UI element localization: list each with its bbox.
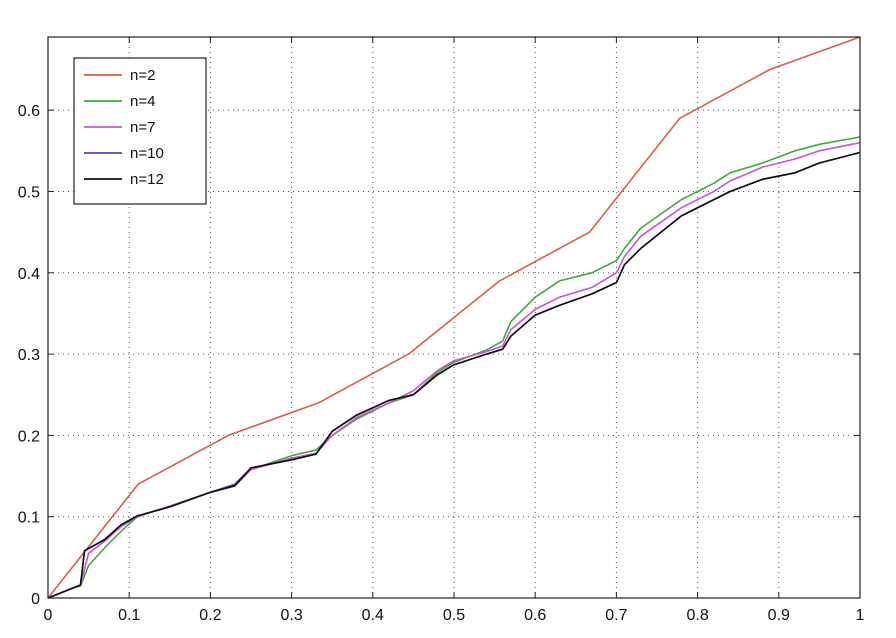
series-line-n-7	[47, 141, 861, 599]
y-tick-label: 0.5	[18, 184, 40, 201]
x-tick-label: 0.7	[605, 607, 627, 624]
y-axis: 0 0.1 0.2 0.3 0.4 0.5 0.6	[18, 103, 860, 608]
y-tick-label: 0.1	[18, 510, 40, 527]
x-tick-label: 0.3	[280, 607, 302, 624]
y-tick-label: 0.6	[18, 103, 40, 120]
legend-label: n=2	[130, 67, 155, 84]
x-tick-label: 0.4	[362, 607, 384, 624]
legend-label: n=7	[130, 119, 155, 136]
y-tick-label: 0.4	[18, 266, 40, 283]
series-line-n-12	[47, 151, 861, 599]
legend-label: n=10	[130, 145, 164, 162]
x-axis: 0 0.1 0.2 0.3 0.4 0.5 0.6 0.7 0.8 0.9 1	[44, 37, 865, 624]
legend: n=2 n=4 n=7 n=10 n=12	[73, 57, 207, 205]
x-tick-label: 0.9	[768, 607, 790, 624]
series-line-n-4	[47, 136, 861, 599]
x-tick-label: 0.5	[443, 607, 465, 624]
y-tick-label: 0	[31, 591, 40, 608]
x-tick-label: 0.2	[199, 607, 221, 624]
x-tick-label: 0.1	[118, 607, 140, 624]
x-tick-label: 1	[856, 607, 865, 624]
x-tick-label: 0.8	[686, 607, 708, 624]
series-group	[47, 36, 861, 599]
legend-label: n=12	[130, 171, 164, 188]
x-tick-label: 0.6	[524, 607, 546, 624]
legend-label: n=4	[130, 93, 155, 110]
x-tick-label: 0	[44, 607, 53, 624]
y-tick-label: 0.3	[18, 347, 40, 364]
series-line-n-2	[47, 36, 861, 599]
y-tick-label: 0.2	[18, 428, 40, 445]
